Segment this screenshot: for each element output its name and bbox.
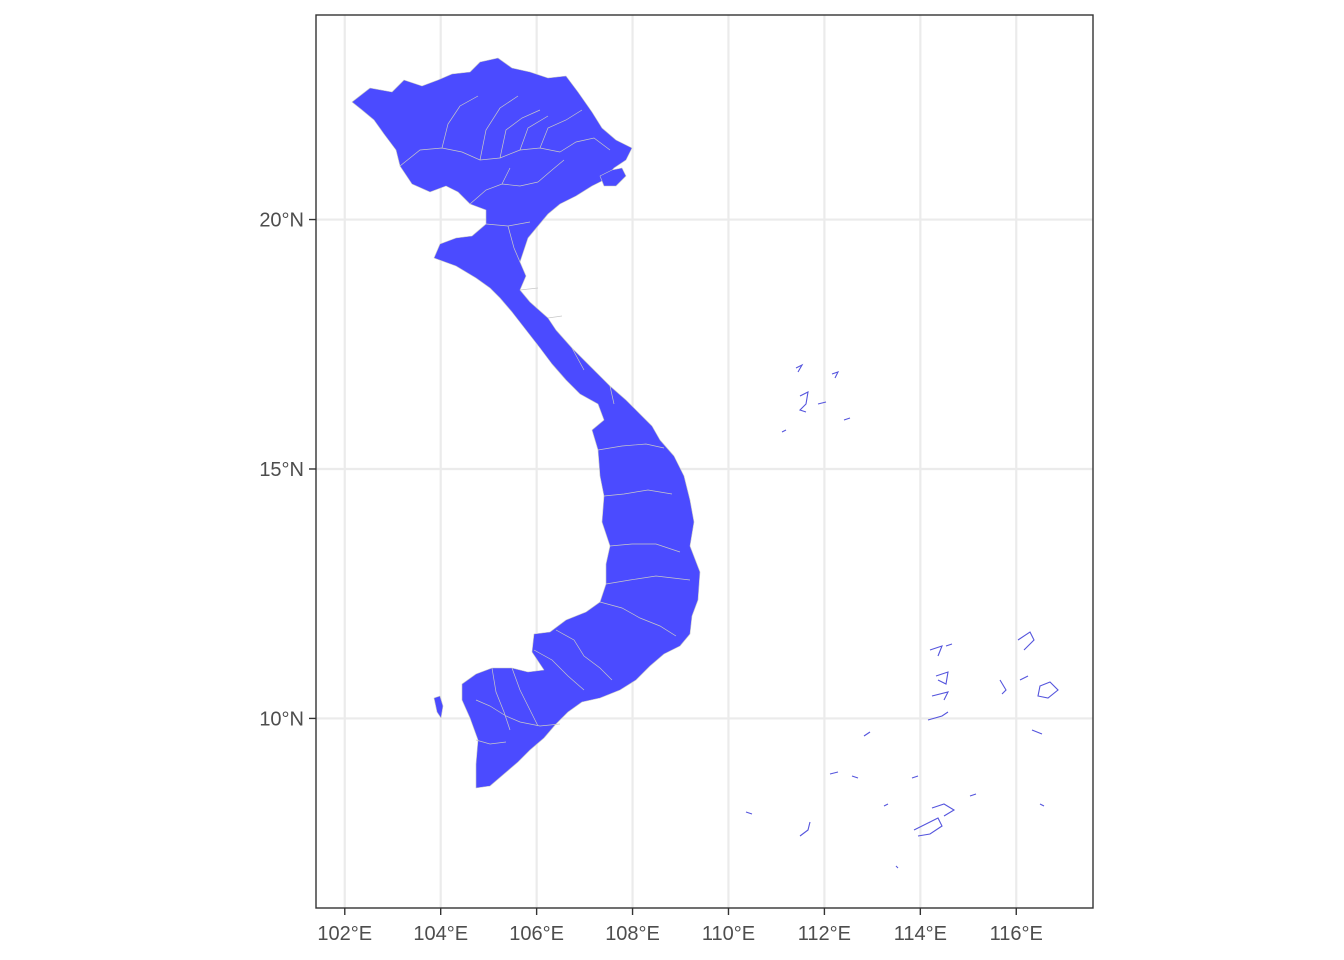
x-tick-label: 102°E — [317, 923, 372, 945]
islet — [1039, 803, 1045, 807]
islet — [829, 771, 839, 775]
islet — [945, 643, 953, 647]
x-axis: 102°E 104°E 106°E 108°E 110°E 112°E 114°E 116°E — [317, 908, 1043, 945]
y-tick-label: 10°N — [259, 708, 304, 730]
x-tick-label: 108°E — [605, 923, 660, 945]
y-axis: 10°N 15°N 20°N — [259, 210, 316, 730]
islet — [969, 793, 977, 797]
islet — [913, 817, 943, 837]
x-tick-label: 116°E — [990, 923, 1043, 945]
islet — [851, 775, 859, 779]
phu-quoc-island — [433, 695, 444, 719]
x-tick-label: 114°E — [894, 923, 947, 945]
islet — [1031, 729, 1043, 735]
islet — [863, 731, 871, 737]
x-tick-label: 106°E — [509, 923, 564, 945]
islet — [831, 371, 840, 379]
islet — [817, 401, 827, 405]
islet — [999, 679, 1007, 695]
islet — [911, 775, 919, 779]
islet — [798, 391, 809, 413]
y-tick-label: 15°N — [259, 459, 304, 481]
islet — [843, 417, 851, 421]
y-tick-label: 20°N — [259, 210, 304, 232]
islet — [795, 363, 804, 373]
islet — [799, 821, 811, 837]
x-tick-label: 104°E — [413, 923, 468, 945]
island-thanh-hoa — [599, 167, 627, 187]
islet — [1019, 675, 1029, 681]
vietnam-mainland — [351, 57, 701, 789]
coastal-islands — [433, 167, 627, 719]
x-tick-label: 112°E — [798, 923, 851, 945]
islet — [931, 803, 956, 817]
province-borders — [399, 95, 691, 745]
islet — [935, 671, 949, 685]
islet — [1017, 631, 1035, 651]
x-tick-label: 110°E — [702, 923, 755, 945]
islet — [929, 645, 943, 657]
islet — [1037, 681, 1059, 699]
islet — [927, 711, 949, 721]
horizontal-gridlines — [316, 218, 1093, 720]
offshore-archipelago-islets — [745, 363, 1059, 869]
islet — [931, 691, 950, 701]
panel-border — [315, 14, 1094, 909]
islet — [883, 803, 889, 807]
islet — [895, 865, 899, 869]
islet — [745, 811, 753, 815]
islet — [781, 429, 787, 433]
